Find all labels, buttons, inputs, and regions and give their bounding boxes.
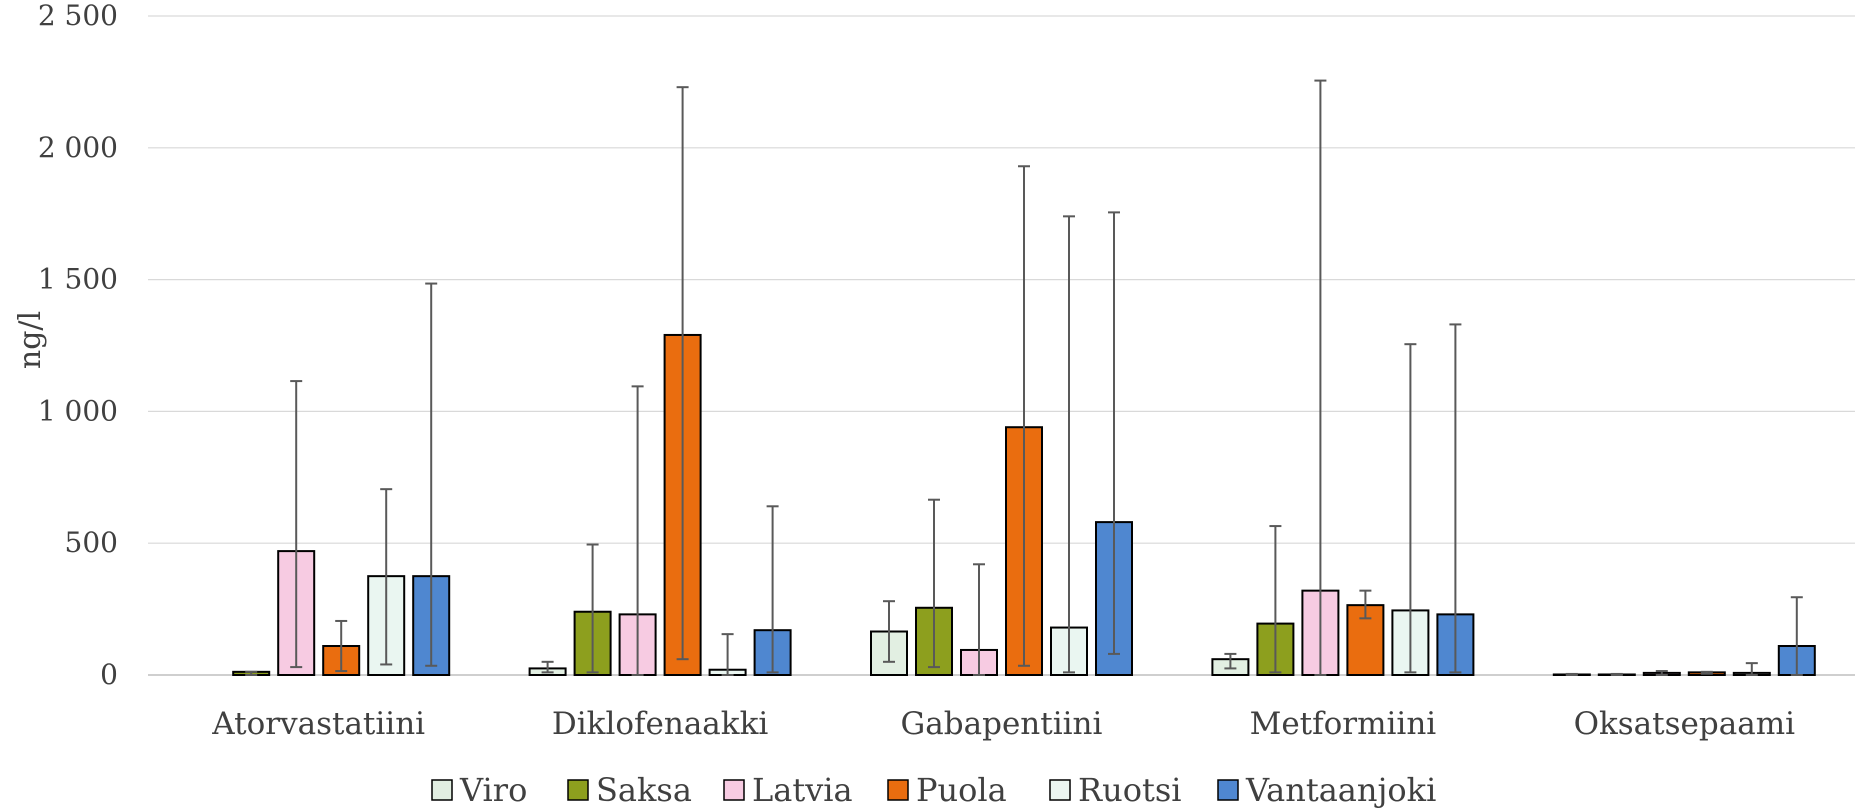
y-tick-label: 0 (100, 658, 118, 691)
legend-label: Saksa (596, 771, 692, 809)
x-tick-label: Atorvastatiini (211, 706, 425, 742)
x-tick-label: Oksatsepaami (1574, 706, 1796, 742)
x-tick-label: Metformiini (1250, 706, 1437, 742)
y-tick-label: 2 000 (38, 131, 118, 164)
legend-swatch (567, 779, 589, 801)
error-bars (245, 79, 1803, 676)
legend-swatch (431, 779, 453, 801)
y-tick-label: 1 000 (38, 394, 118, 427)
y-axis-ticks: 0 500 1 000 1 500 2 000 2 500 (38, 0, 118, 691)
legend-swatch (1049, 779, 1071, 801)
y-tick-label: 500 (65, 526, 118, 559)
x-tick-label: Gabapentiini (901, 706, 1103, 742)
legend-label: Ruotsi (1078, 771, 1181, 809)
legend-swatch (887, 779, 909, 801)
legend: Viro Saksa Latvia Puola Ruotsi Vantaanjoki (431, 771, 1436, 809)
legend-label: Viro (459, 771, 527, 809)
y-axis-label: ng/l (13, 311, 48, 369)
legend-label: Puola (916, 771, 1007, 809)
legend-swatch (1217, 779, 1239, 801)
y-tick-label: 2 500 (38, 0, 118, 32)
legend-swatch (723, 779, 745, 801)
x-axis-categories: Atorvastatiini Diklofenaakki Gabapentiini M… (211, 706, 1795, 742)
legend-label: Vantaanjoki (1245, 771, 1436, 809)
x-tick-label: Diklofenaakki (552, 706, 768, 742)
y-tick-label: 1 500 (38, 263, 118, 296)
legend-label: Latvia (752, 771, 853, 809)
